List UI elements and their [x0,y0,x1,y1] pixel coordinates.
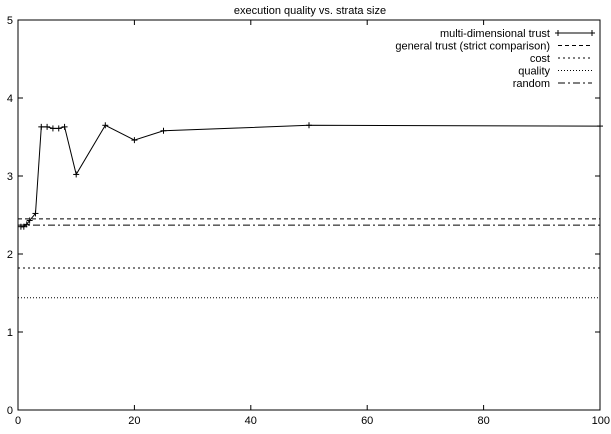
y-tick-label: 2 [7,249,13,261]
y-tick-label: 0 [7,405,13,417]
series-line-1 [20,124,601,228]
legend-label: multi-dimensional trust [440,28,550,40]
x-tick-label: 80 [477,415,489,427]
data-point-marker [23,221,30,228]
y-tick-label: 1 [7,327,13,339]
data-point-marker [49,125,56,132]
data-point-marker [131,137,138,144]
legend-item: multi-dimensional trust [440,28,595,40]
data-point-marker [102,122,109,129]
legend-label: quality [518,66,550,78]
data-point-marker [26,217,33,224]
data-point-marker [38,123,45,130]
legend-label: cost [530,53,550,65]
data-point-marker [44,123,51,130]
legend-item: general trust (strict comparison) [395,41,592,53]
x-tick-label: 60 [361,415,373,427]
x-tick-label: 20 [128,415,140,427]
y-tick-label: 3 [7,171,13,183]
chart-title: execution quality vs. strata size [234,5,386,17]
x-tick-label: 100 [592,415,610,427]
y-tick-label: 4 [7,93,13,105]
legend-label: random [513,78,550,90]
legend-item: cost [530,53,592,65]
legend-item: random [513,78,592,90]
data-point-marker [160,127,167,134]
data-point-marker [597,123,603,130]
data-point-marker [32,210,39,217]
data-point-marker [55,125,62,132]
legend-item: quality [518,66,592,78]
data-point-marker [73,171,80,178]
axis-ticks: 0 20 40 60 80 100 0 1 2 3 4 5 [7,15,610,427]
plot-frame [17,19,601,411]
x-tick-label: 0 [15,415,21,427]
data-point-marker [306,122,312,129]
legend-label: general trust (strict comparison) [395,41,550,53]
data-point-marker [61,123,68,130]
y-tick-label: 5 [7,15,13,27]
x-tick-label: 40 [245,415,257,427]
series-layer [17,122,603,299]
